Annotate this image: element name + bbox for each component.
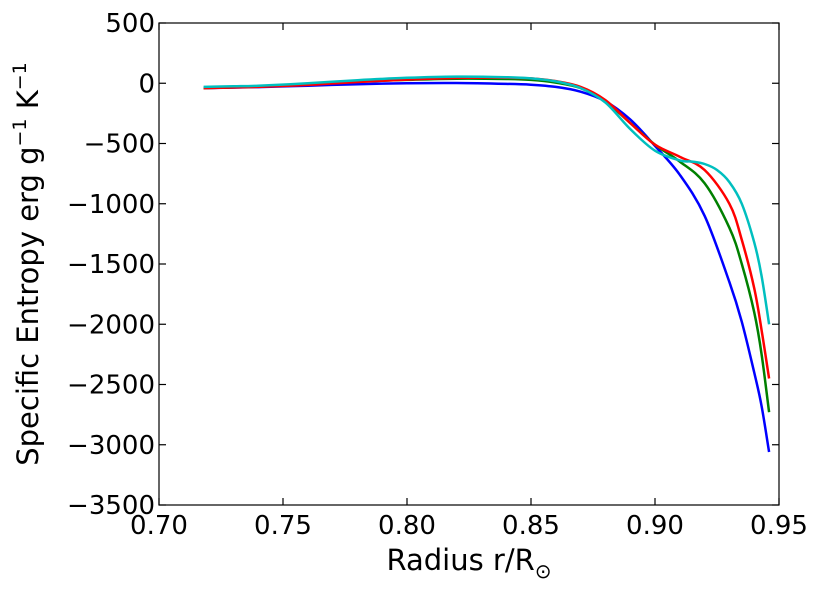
series-line-4 <box>203 75 771 325</box>
plot-frame <box>158 22 780 506</box>
series-line-2 <box>203 77 771 413</box>
y-tick-label: −3000 <box>67 431 155 461</box>
y-tick-label: −500 <box>84 130 155 160</box>
y-axis-title: Specific Entropy erg g−1 K−1 <box>9 62 45 466</box>
y-tick-label: −1500 <box>67 250 155 280</box>
y-tick-label: −2000 <box>67 310 155 340</box>
series-line-3 <box>203 76 771 379</box>
x-tick-label: 0.80 <box>378 511 436 541</box>
y-tick-label: 0 <box>138 69 155 99</box>
x-tick-label: 0.75 <box>254 511 312 541</box>
x-tick-label: 0.90 <box>626 511 684 541</box>
series-lines <box>203 75 771 453</box>
x-axis-title: Radius r/R⊙ <box>386 543 551 583</box>
y-tick-label: −2500 <box>67 371 155 401</box>
y-tick-label: −3500 <box>67 491 155 521</box>
y-tick-label: 500 <box>105 9 155 39</box>
x-tick-labels: 0.70 0.75 0.80 0.85 0.90 0.95 <box>130 511 808 541</box>
y-tick-labels: 500 0 −500 −1000 −1500 −2000 −2500 −3000 −3500 <box>67 9 155 521</box>
series-line-1 <box>203 81 771 453</box>
axis-ticks <box>158 22 780 506</box>
x-tick-label: 0.70 <box>130 511 188 541</box>
x-tick-label: 0.85 <box>502 511 560 541</box>
x-tick-label: 0.95 <box>750 511 808 541</box>
y-tick-label: −1000 <box>67 190 155 220</box>
